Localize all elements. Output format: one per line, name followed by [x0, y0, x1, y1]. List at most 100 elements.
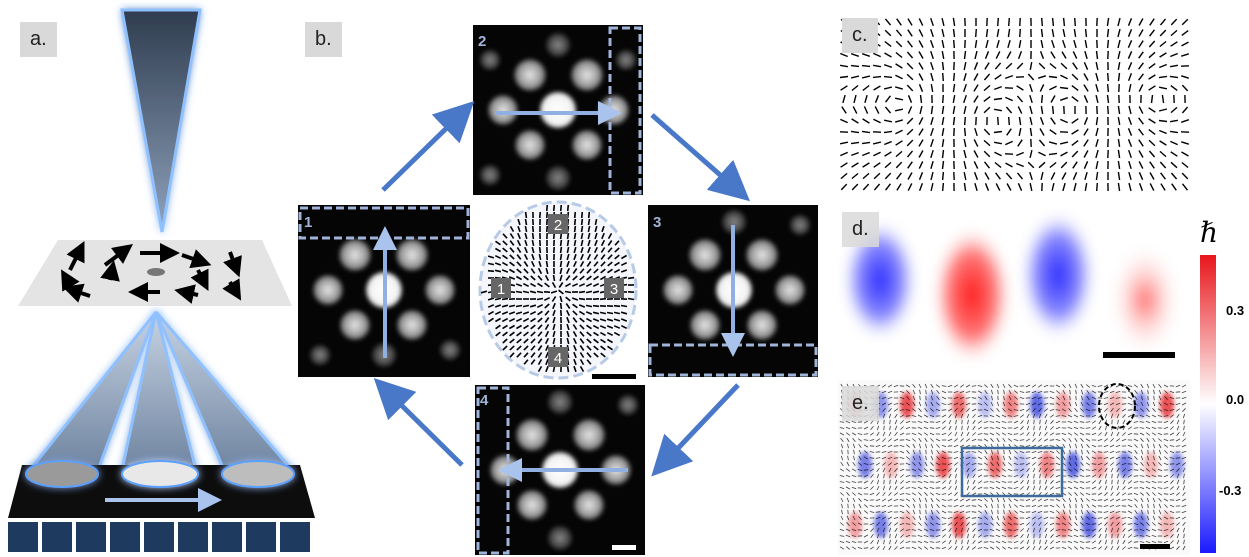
spin-vector	[502, 324, 508, 330]
spin-vector	[917, 421, 923, 423]
spin-vector	[1039, 419, 1041, 425]
spin-vector	[1097, 492, 1103, 496]
spin-vector	[1127, 385, 1133, 387]
spin-vector	[923, 414, 929, 418]
spin-vector	[1049, 129, 1057, 135]
spin-vector	[1001, 432, 1007, 436]
spin-vector	[579, 261, 585, 267]
spin-vector	[972, 479, 976, 485]
spin-vector	[1117, 50, 1121, 60]
spin-vector	[1067, 535, 1073, 537]
spin-vector	[857, 462, 863, 466]
spin-vector	[530, 282, 536, 288]
spin-vector	[869, 511, 875, 513]
spin-vector	[1029, 61, 1033, 71]
spin-vector	[861, 64, 871, 68]
spin-vector	[1127, 468, 1133, 472]
spin-vector	[1157, 468, 1163, 472]
spin-vector	[572, 331, 578, 337]
spin-vector	[1020, 528, 1024, 532]
spin-vector	[942, 420, 946, 424]
spin-vector	[839, 486, 845, 490]
spin-vector	[840, 85, 848, 91]
spin-vector	[852, 461, 856, 467]
spin-vector	[1139, 486, 1145, 490]
spin-vector	[537, 317, 543, 323]
spin-vector	[923, 540, 929, 544]
spin-vector	[1181, 161, 1189, 169]
spin-vector	[613, 325, 621, 329]
spin-vector	[893, 403, 899, 405]
spin-vector	[1183, 539, 1185, 545]
spin-vector	[593, 331, 599, 337]
spin-vector	[876, 539, 880, 545]
spin-vector	[1073, 40, 1077, 48]
spin-vector	[918, 84, 924, 92]
spin-vector	[1103, 391, 1109, 393]
spin-vector	[1180, 53, 1190, 57]
spin-vector	[885, 183, 891, 191]
center-marker-2: 2	[554, 217, 562, 234]
spin-vector	[579, 359, 585, 365]
spin-vector	[1115, 451, 1121, 453]
spin-vector	[930, 509, 934, 515]
spin-vector	[1127, 504, 1133, 508]
spin-vector	[863, 463, 869, 465]
spin-vector	[983, 481, 989, 483]
spin-vector	[1103, 451, 1109, 453]
spin-vector	[1127, 493, 1133, 495]
spin-vector	[953, 391, 959, 393]
panel-a	[8, 8, 315, 552]
spin-vector	[1018, 39, 1022, 49]
spin-vector	[1182, 521, 1186, 527]
spin-vector	[930, 182, 934, 192]
spin-vector	[1062, 509, 1066, 515]
spin-vector	[887, 397, 893, 399]
spin-vector	[1050, 528, 1054, 532]
spin-vector	[884, 40, 892, 48]
spin-vector	[876, 527, 880, 533]
spin-vector	[1008, 498, 1012, 502]
spin-vector	[1067, 414, 1073, 418]
spin-vector	[1013, 480, 1019, 484]
spin-vector	[1040, 28, 1044, 38]
spin-vector	[918, 437, 922, 443]
spin-vector	[1181, 397, 1187, 399]
spin-vector	[1116, 492, 1120, 496]
spin-vector	[1117, 539, 1119, 545]
spin-vector	[889, 419, 891, 425]
spin-vector	[1027, 73, 1035, 81]
spin-vector	[1037, 516, 1043, 520]
spin-vector	[1013, 415, 1019, 417]
spin-vector	[889, 533, 891, 539]
spin-vector	[883, 64, 893, 68]
spin-vector	[881, 456, 887, 460]
spin-vector	[1127, 40, 1133, 48]
spin-vector	[912, 401, 916, 407]
spin-vector	[963, 160, 967, 170]
spin-vector	[606, 311, 614, 315]
spin-vector	[895, 29, 903, 37]
spin-vector	[530, 275, 536, 281]
spin-vector	[1182, 438, 1186, 442]
spin-vector	[509, 345, 515, 351]
spin-vector	[1062, 389, 1066, 395]
spin-vector	[1148, 63, 1156, 69]
spin-vector	[876, 545, 880, 551]
spin-vector	[997, 389, 999, 395]
spin-vector	[1146, 492, 1150, 496]
spin-vector	[1007, 28, 1011, 38]
spin-vector	[1026, 485, 1030, 491]
spin-vector	[941, 182, 945, 192]
spin-vector	[1050, 95, 1056, 103]
spin-vector	[1133, 541, 1139, 543]
spin-vector	[911, 487, 917, 489]
spin-vector	[907, 161, 913, 169]
spin-vector	[941, 390, 947, 394]
spin-vector	[869, 432, 875, 436]
spin-vector	[1020, 479, 1024, 485]
spin-vector	[895, 140, 903, 146]
spin-vector	[1169, 432, 1175, 436]
spin-vector	[1139, 528, 1145, 532]
spin-vector	[502, 338, 508, 344]
